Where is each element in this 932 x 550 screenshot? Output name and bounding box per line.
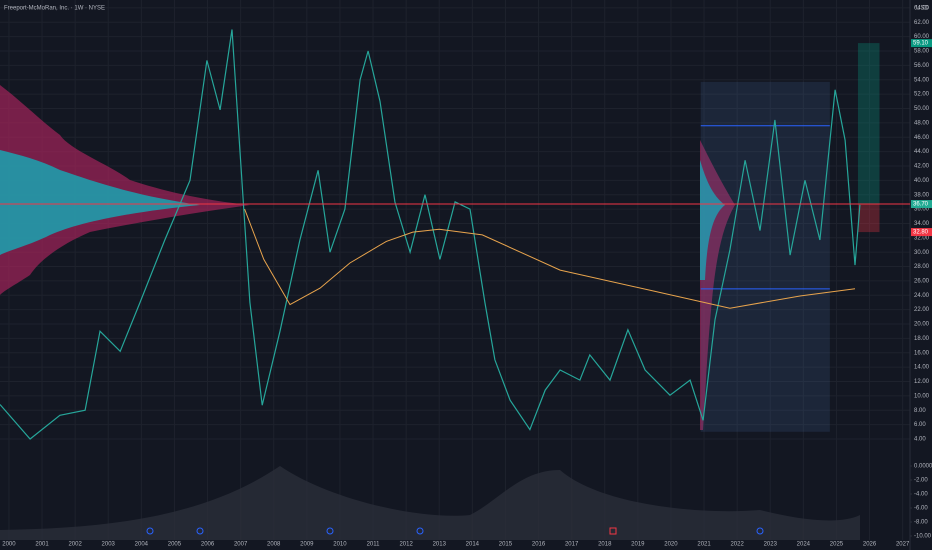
x-tick-label: 2013	[433, 542, 447, 548]
series-line	[0, 29, 861, 440]
x-tick-label: 2003	[102, 542, 116, 548]
y-tick-label: 8.00	[914, 408, 926, 414]
y-tick-label: 30.00	[914, 250, 930, 256]
y-tick-label: -4.00	[914, 492, 928, 498]
x-tick-label: 2006	[201, 542, 215, 548]
x-tick-label: 2024	[797, 542, 811, 548]
x-tick-label: 2026	[863, 542, 877, 548]
x-tick-label: 2016	[532, 542, 546, 548]
x-tick-label: 2023	[764, 542, 778, 548]
y-tick-label: -10.00	[914, 534, 932, 540]
y-tick-label: -6.00	[914, 506, 928, 512]
x-tick-label: 2010	[333, 542, 347, 548]
x-tick-label: 2002	[68, 542, 82, 548]
y-tick-label: 26.00	[914, 278, 930, 284]
y-tick-label: 0.0000	[914, 464, 932, 470]
position-target	[857, 43, 880, 205]
y-tick-label: 60.00	[914, 34, 930, 40]
event-marker	[146, 527, 154, 535]
y-tick-label: 38.00	[914, 192, 930, 198]
y-tick-label: -8.00	[914, 520, 928, 526]
x-tick-label: 2014	[466, 542, 480, 548]
y-tick-label: 58.00	[914, 49, 930, 55]
event-marker	[326, 527, 334, 535]
y-tick-label: 56.00	[914, 63, 930, 69]
x-tick-label: 2004	[135, 542, 149, 548]
price-tag	[911, 228, 932, 237]
x-tick-label: 2005	[168, 542, 182, 548]
x-tick-label: 2025	[830, 542, 844, 548]
y-tick-label: 54.00	[914, 77, 930, 83]
x-tick-label: 2017	[565, 542, 579, 548]
y-tick-label: 12.00	[914, 379, 930, 385]
x-tick-label: 2021	[697, 542, 711, 548]
range-box	[700, 81, 830, 432]
volume-profile	[700, 160, 725, 280]
x-tick-label: 2018	[598, 542, 612, 548]
x-tick-label: 2015	[499, 542, 513, 548]
price-tag-label: 32.80	[913, 230, 929, 236]
y-tick-label: 14.00	[914, 365, 930, 371]
y-tick-label: 32.00	[914, 235, 930, 241]
x-tick-label: 2027	[896, 542, 910, 548]
x-tick-label: 2008	[267, 542, 281, 548]
y-tick-label: 18.00	[914, 336, 930, 342]
chart-title: Freeport-McMoRan, Inc. · 1W · NYSE	[4, 6, 105, 12]
y-tick-label: -2.00	[914, 478, 928, 484]
y-tick-label: 62.00	[914, 20, 930, 26]
x-tick-label: 2011	[367, 542, 381, 548]
x-tick-label: 2001	[35, 542, 49, 548]
event-marker	[609, 527, 617, 535]
y-tick-label: 40.00	[914, 178, 930, 184]
event-marker	[196, 527, 204, 535]
grid	[0, 0, 910, 540]
y-tick-label: 50.00	[914, 106, 930, 112]
y-tick-label: 6.00	[914, 422, 926, 428]
y-tick-label: 64.00	[914, 5, 930, 11]
y-tick-label: 52.00	[914, 92, 930, 98]
price-tag	[911, 200, 932, 209]
plot	[0, 29, 880, 440]
x-tick-label: 2007	[234, 542, 248, 548]
event-marker	[756, 527, 764, 535]
y-tick-label: 36.00	[914, 207, 930, 213]
event-marker	[416, 527, 424, 535]
x-tick-label: 2019	[631, 542, 645, 548]
price-tag-label: 36.70	[913, 202, 929, 208]
volume-bars	[0, 466, 860, 540]
y-tick-label: 24.00	[914, 293, 930, 299]
y-tick-label: 28.00	[914, 264, 930, 270]
x-tick-label: 2022	[730, 542, 744, 548]
price-tag-label: 59.10	[913, 41, 929, 47]
y-tick-label: 46.00	[914, 135, 930, 141]
y-tick-label: 42.00	[914, 164, 930, 170]
x-tick-label: 2020	[664, 542, 678, 548]
y-tick-label: 4.00	[914, 437, 926, 443]
volume-profile	[0, 85, 250, 295]
x-tick-label: 2012	[399, 542, 413, 548]
price-tag	[911, 39, 932, 48]
y-tick-label: 16.00	[914, 350, 930, 356]
series-line	[244, 208, 856, 309]
event-markers	[146, 527, 764, 535]
x-tick-label: 2009	[300, 542, 314, 548]
y-tick-label: 44.00	[914, 149, 930, 155]
x-tick-label: 2000	[2, 542, 16, 548]
y-tick-label: 20.00	[914, 322, 930, 328]
currency: USD	[916, 6, 929, 12]
y-tick-label: 34.00	[914, 221, 930, 227]
volume-profile	[0, 150, 200, 255]
y-tick-label: 10.00	[914, 393, 930, 399]
y-tick-label: 22.00	[914, 307, 930, 313]
y-tick-label: 48.00	[914, 120, 930, 126]
position-stop	[857, 204, 880, 233]
